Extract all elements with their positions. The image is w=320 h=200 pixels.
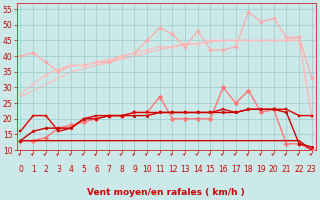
- X-axis label: Vent moyen/en rafales ( km/h ): Vent moyen/en rafales ( km/h ): [87, 188, 245, 197]
